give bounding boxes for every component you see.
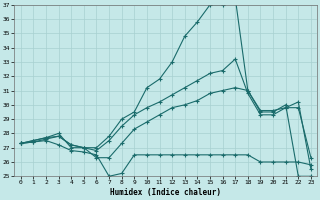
X-axis label: Humidex (Indice chaleur): Humidex (Indice chaleur) xyxy=(110,188,221,197)
